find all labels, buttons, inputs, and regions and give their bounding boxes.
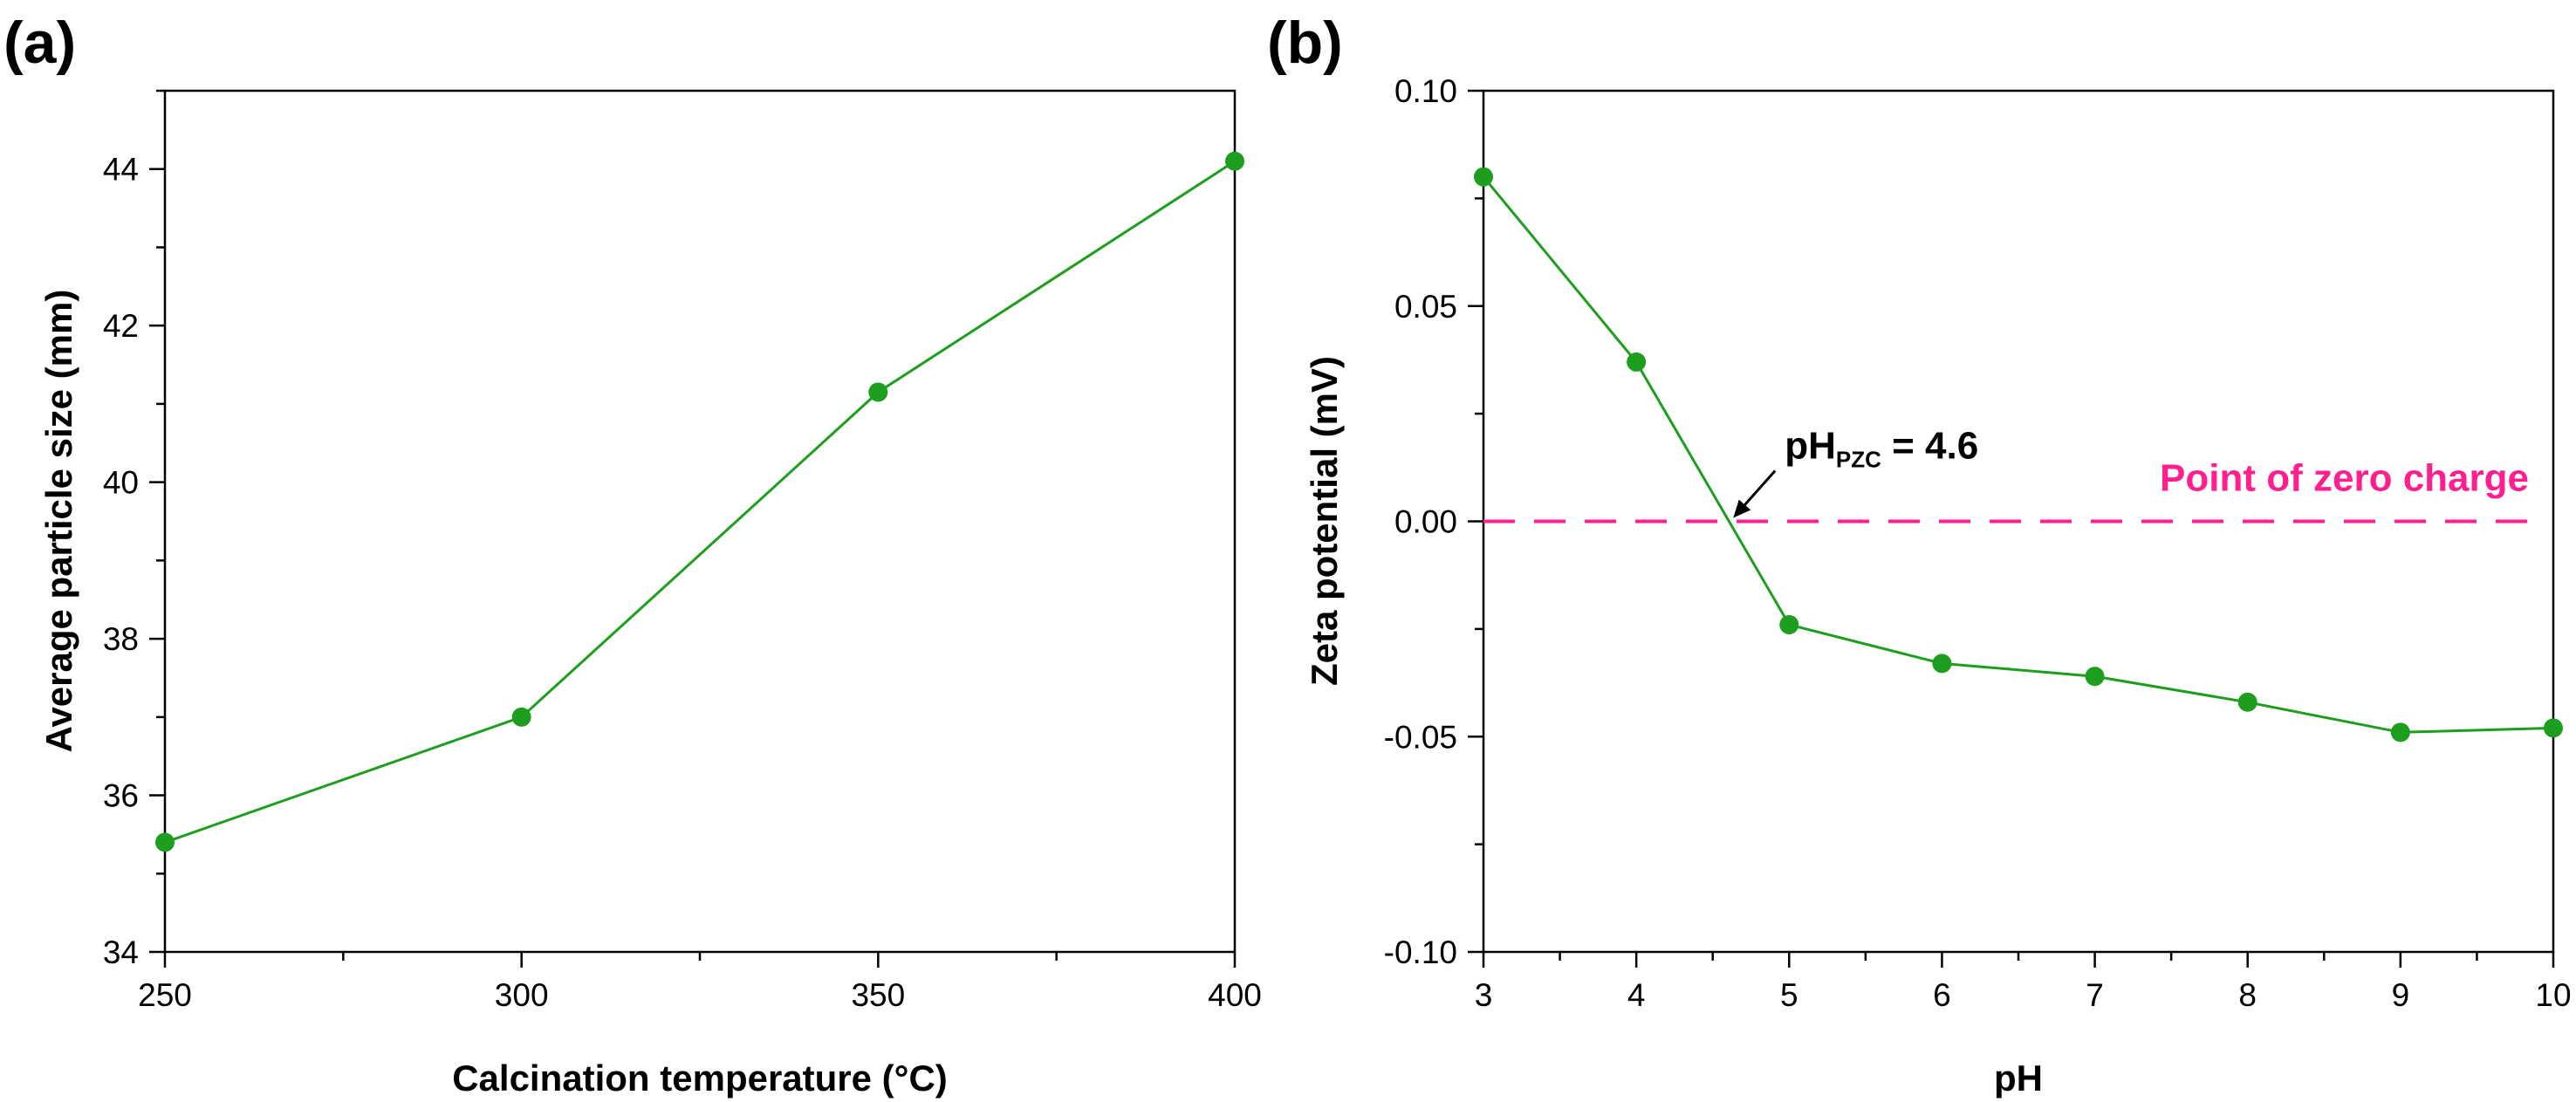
chart-a-frame [163,89,1237,954]
panel-a-label: (a) [3,10,76,76]
data-point [1225,151,1244,171]
pzc-annotation-value: = 4.6 [1881,425,1978,468]
chart-a-points [155,151,1244,852]
chart-b-x-axis: 3 4 5 6 7 8 9 10 [1475,952,2572,1013]
data-point [2390,722,2410,743]
pzc-annotation-main: pH [1785,425,1836,468]
data-point [1932,654,1952,674]
y-tick-label: 40 [103,465,139,501]
chart-b: 3 4 5 6 7 8 9 10 -0.10 -0.05 0.00 0.05 0.10 Point o… [1304,73,2572,1099]
x-tick-label: 6 [1933,977,1951,1013]
chart-a-y-axis: 34 36 38 40 42 44 [103,89,165,970]
data-point [1474,167,1493,187]
data-point [2237,692,2257,712]
x-tick-label: 9 [2392,977,2410,1013]
x-tick-label: 5 [1780,977,1798,1013]
y-tick-label: 36 [103,778,139,814]
data-point [2085,667,2105,687]
chart-b-x-axis-title: pH [1994,1058,2043,1099]
chart-b-y-axis: -0.10 -0.05 0.00 0.05 0.10 [1384,73,1483,970]
chart-a: 250 300 350 400 34 36 38 40 42 44 Calcination te… [38,89,1262,1099]
x-tick-label: 400 [1208,977,1262,1013]
chart-a-y-axis-title: Average particle size (mm) [38,290,79,753]
pzc-annotation: pHPZC = 4.6 [1785,425,1978,473]
y-tick-label: 38 [103,621,139,657]
chart-b-points [1474,167,2563,743]
pzc-annotation-sub: PZC [1836,447,1881,473]
x-tick-label: 3 [1475,977,1493,1013]
pzc-arrow [1739,469,1777,511]
data-point [1627,352,1647,372]
y-tick-label: 44 [103,152,139,188]
x-tick-label: 300 [495,977,549,1013]
data-point [155,832,175,852]
x-tick-label: 8 [2238,977,2257,1013]
y-tick-label: 42 [103,308,139,344]
chart-b-y-axis-title: Zeta potential (mV) [1304,356,1345,686]
chart-a-x-axis-title: Calcination temperature (°C) [452,1058,948,1099]
x-tick-label: 10 [2535,977,2571,1013]
data-point [1779,614,1799,634]
pzc-arrow-head [1733,499,1751,518]
x-tick-label: 350 [851,977,905,1013]
chart-b-series-line [1482,175,2554,734]
chart-a-x-axis: 250 300 350 400 [138,952,1262,1013]
x-tick-label: 4 [1627,977,1646,1013]
x-tick-label: 250 [138,977,192,1013]
data-point [868,382,888,402]
y-tick-label: -0.10 [1384,934,1457,970]
data-point [2544,718,2563,738]
data-point [511,707,531,727]
y-tick-label: -0.05 [1384,719,1457,755]
y-tick-label: 34 [103,934,139,970]
y-tick-label: 0.05 [1394,289,1457,325]
zero-charge-label: Point of zero charge [2160,457,2529,500]
y-tick-label: 0.00 [1394,504,1457,540]
x-tick-label: 7 [2086,977,2104,1013]
y-tick-label: 0.10 [1394,73,1457,109]
panel-b-label: (b) [1267,10,1343,76]
chart-a-series-line [164,160,1236,844]
